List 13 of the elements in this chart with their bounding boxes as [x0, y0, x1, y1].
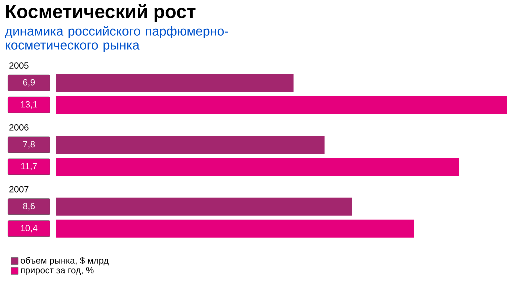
chart-title: Косметический рост	[6, 4, 196, 22]
data-label: 6,9	[23, 79, 36, 87]
legend-label: объем рынка, $ млрд	[20, 257, 109, 266]
chart-subtitle: динамика российского парфюмерно-косметического рынка	[5, 26, 228, 52]
data-label: 10,4	[21, 225, 38, 233]
y-tick-label: 2006	[10, 124, 29, 131]
data-label: 8,6	[23, 203, 36, 211]
y-tick-label: 2007	[10, 186, 29, 193]
legend-label: прирост за год, %	[21, 267, 94, 276]
data-label: 13,1	[21, 101, 38, 109]
y-tick-label: 2005	[10, 62, 29, 69]
data-label: 7,8	[23, 141, 36, 149]
data-label: 11,7	[21, 163, 38, 171]
